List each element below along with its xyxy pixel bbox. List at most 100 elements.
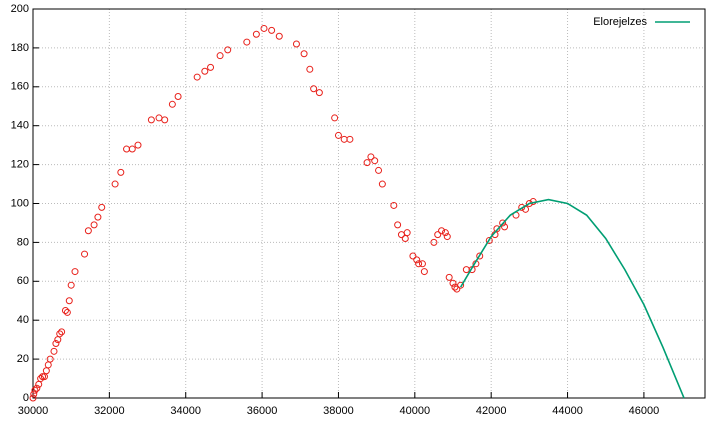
- data-point: [430, 238, 438, 246]
- data-point: [476, 252, 484, 260]
- data-point: [378, 180, 386, 188]
- data-point: [67, 281, 75, 289]
- data-point: [161, 116, 169, 124]
- data-point: [449, 279, 457, 287]
- data-point: [29, 394, 37, 402]
- data-point: [493, 225, 501, 233]
- data-point: [457, 281, 465, 289]
- x-tick-label: 38000: [323, 405, 354, 417]
- y-tick-label: 180: [11, 42, 29, 54]
- x-tick-label: 42000: [476, 405, 507, 417]
- data-point: [90, 221, 98, 229]
- data-point: [445, 273, 453, 281]
- data-point: [499, 219, 507, 227]
- data-point: [174, 93, 182, 101]
- x-tick-label: 40000: [400, 405, 431, 417]
- data-point: [453, 285, 461, 293]
- data-point: [201, 67, 209, 75]
- data-point: [123, 145, 131, 153]
- data-point: [193, 73, 201, 81]
- data-point: [403, 229, 411, 237]
- y-tick-label: 120: [11, 159, 29, 171]
- y-tick-label: 20: [17, 353, 29, 365]
- data-point: [390, 201, 398, 209]
- y-tick-label: 160: [11, 81, 29, 93]
- data-point: [243, 38, 251, 46]
- data-point: [315, 89, 323, 97]
- data-point: [84, 227, 92, 235]
- data-point: [443, 233, 451, 241]
- data-point: [46, 355, 54, 363]
- data-point: [501, 223, 509, 231]
- data-point: [418, 260, 426, 268]
- data-point: [207, 63, 215, 71]
- data-point: [306, 65, 314, 73]
- data-point: [485, 236, 493, 244]
- data-point: [518, 203, 526, 211]
- data-point: [394, 221, 402, 229]
- data-point: [268, 26, 276, 34]
- x-tick-label: 32000: [94, 405, 125, 417]
- data-point: [310, 85, 318, 93]
- data-point: [252, 30, 260, 38]
- data-point: [292, 40, 300, 48]
- y-tick-label: 200: [11, 3, 29, 15]
- data-point: [147, 116, 155, 124]
- data-point: [37, 375, 45, 383]
- x-tick-label: 46000: [629, 405, 660, 417]
- forecast-line: [459, 198, 685, 399]
- data-point: [111, 180, 119, 188]
- data-point: [224, 46, 232, 54]
- data-point: [363, 159, 371, 167]
- data-point: [438, 227, 446, 235]
- data-point: [44, 361, 52, 369]
- data-point: [50, 347, 58, 355]
- data-point: [128, 145, 136, 153]
- x-tick-label: 30000: [18, 405, 49, 417]
- data-point: [155, 114, 163, 122]
- data-point: [413, 256, 421, 264]
- data-point: [340, 135, 348, 143]
- data-point: [117, 168, 125, 176]
- data-point: [42, 367, 50, 375]
- data-point: [31, 386, 39, 394]
- data-point: [375, 166, 383, 174]
- plot-frame: [32, 8, 706, 399]
- data-point: [65, 297, 73, 305]
- data-point: [331, 114, 339, 122]
- data-point: [63, 308, 71, 316]
- data-point: [441, 229, 449, 237]
- data-point: [415, 260, 423, 268]
- data-point: [71, 268, 79, 276]
- y-tick-label: 140: [11, 120, 29, 132]
- data-point: [397, 231, 405, 239]
- x-tick-label: 34000: [170, 405, 201, 417]
- y-tick-label: 40: [17, 314, 29, 326]
- data-point: [275, 32, 283, 40]
- data-point: [134, 141, 142, 149]
- data-point: [168, 100, 176, 108]
- data-point: [56, 330, 64, 338]
- data-point: [409, 252, 417, 260]
- y-tick-label: 80: [17, 236, 29, 248]
- data-point: [334, 131, 342, 139]
- y-tick-label: 0: [23, 392, 29, 404]
- data-point: [94, 213, 102, 221]
- data-point: [300, 50, 308, 58]
- data-point: [98, 203, 106, 211]
- legend-label: Elorejelzes: [593, 16, 647, 28]
- data-point: [52, 340, 60, 348]
- data-point: [462, 266, 470, 274]
- data-point: [61, 306, 69, 314]
- data-point: [58, 328, 66, 336]
- data-point: [260, 24, 268, 32]
- data-point: [420, 268, 428, 276]
- x-tick-label: 36000: [247, 405, 278, 417]
- data-point: [401, 235, 409, 243]
- data-point: [33, 384, 41, 392]
- data-point: [434, 231, 442, 239]
- data-point: [30, 390, 38, 398]
- data-point: [367, 153, 375, 161]
- x-tick-label: 44000: [552, 405, 583, 417]
